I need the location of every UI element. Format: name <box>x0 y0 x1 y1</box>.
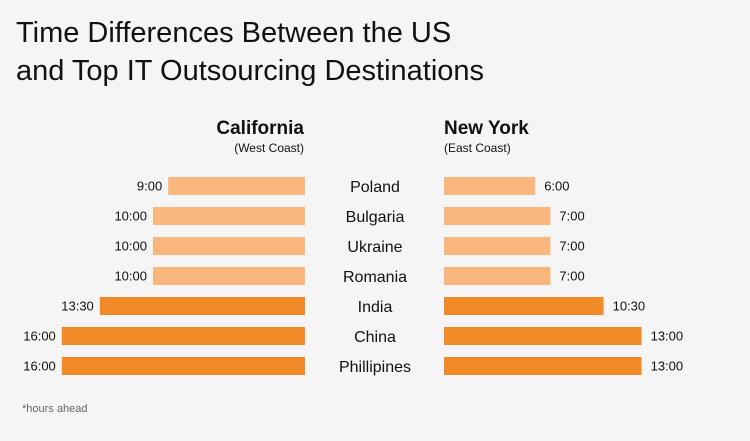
bar-new-york-phillipines <box>444 357 642 375</box>
bar-new-york-ukraine <box>444 237 551 255</box>
value-label-new-york-china: 13:00 <box>651 329 684 344</box>
california-label: California <box>216 118 304 139</box>
category-label-romania: Romania <box>343 269 407 286</box>
bar-new-york-bulgaria <box>444 207 551 225</box>
new-york-header: New York (East Coast) <box>444 118 529 156</box>
footnote: *hours ahead <box>22 403 88 415</box>
california-header: California (West Coast) <box>214 118 304 156</box>
category-label-phillipines: Phillipines <box>339 359 411 376</box>
category-label-bulgaria: Bulgaria <box>346 209 405 226</box>
value-label-california-poland: 9:00 <box>137 179 162 194</box>
bar-california-india <box>99 297 305 315</box>
bar-new-york-china <box>444 327 642 345</box>
value-label-new-york-poland: 6:00 <box>544 179 569 194</box>
value-label-california-india: 13:30 <box>61 299 94 314</box>
value-label-new-york-romania: 7:00 <box>559 269 584 284</box>
new-york-label: New York <box>444 118 529 139</box>
value-label-california-phillipines: 16:00 <box>23 359 56 374</box>
bar-new-york-romania <box>444 267 551 285</box>
category-label-ukraine: Ukraine <box>347 239 402 256</box>
value-label-california-romania: 10:00 <box>114 269 147 284</box>
bar-california-ukraine <box>153 237 305 255</box>
category-label-india: India <box>358 299 393 316</box>
chart-title-line2: and Top IT Outsourcing Destinations <box>16 55 485 87</box>
california-sublabel: (West Coast) <box>234 141 304 155</box>
value-label-california-ukraine: 10:00 <box>114 239 147 254</box>
bar-new-york-poland <box>444 177 536 195</box>
bar-new-york-india <box>444 297 604 315</box>
value-label-new-york-ukraine: 7:00 <box>559 239 584 254</box>
chart-title-line1: Time Differences Between the US <box>16 17 452 49</box>
bar-california-phillipines <box>61 357 305 375</box>
bar-california-romania <box>153 267 305 285</box>
value-label-california-bulgaria: 10:00 <box>114 209 147 224</box>
value-label-new-york-india: 10:30 <box>613 299 646 314</box>
category-label-china: China <box>354 329 396 346</box>
bar-california-poland <box>168 177 305 195</box>
value-label-new-york-bulgaria: 7:00 <box>559 209 584 224</box>
value-label-new-york-phillipines: 13:00 <box>651 359 684 374</box>
category-label-poland: Poland <box>350 179 400 196</box>
chart-title: Time Differences Between the US and Top … <box>16 14 616 90</box>
value-label-california-china: 16:00 <box>23 329 56 344</box>
new-york-sublabel: (East Coast) <box>444 141 511 155</box>
bar-california-china <box>61 327 305 345</box>
bar-california-bulgaria <box>153 207 305 225</box>
